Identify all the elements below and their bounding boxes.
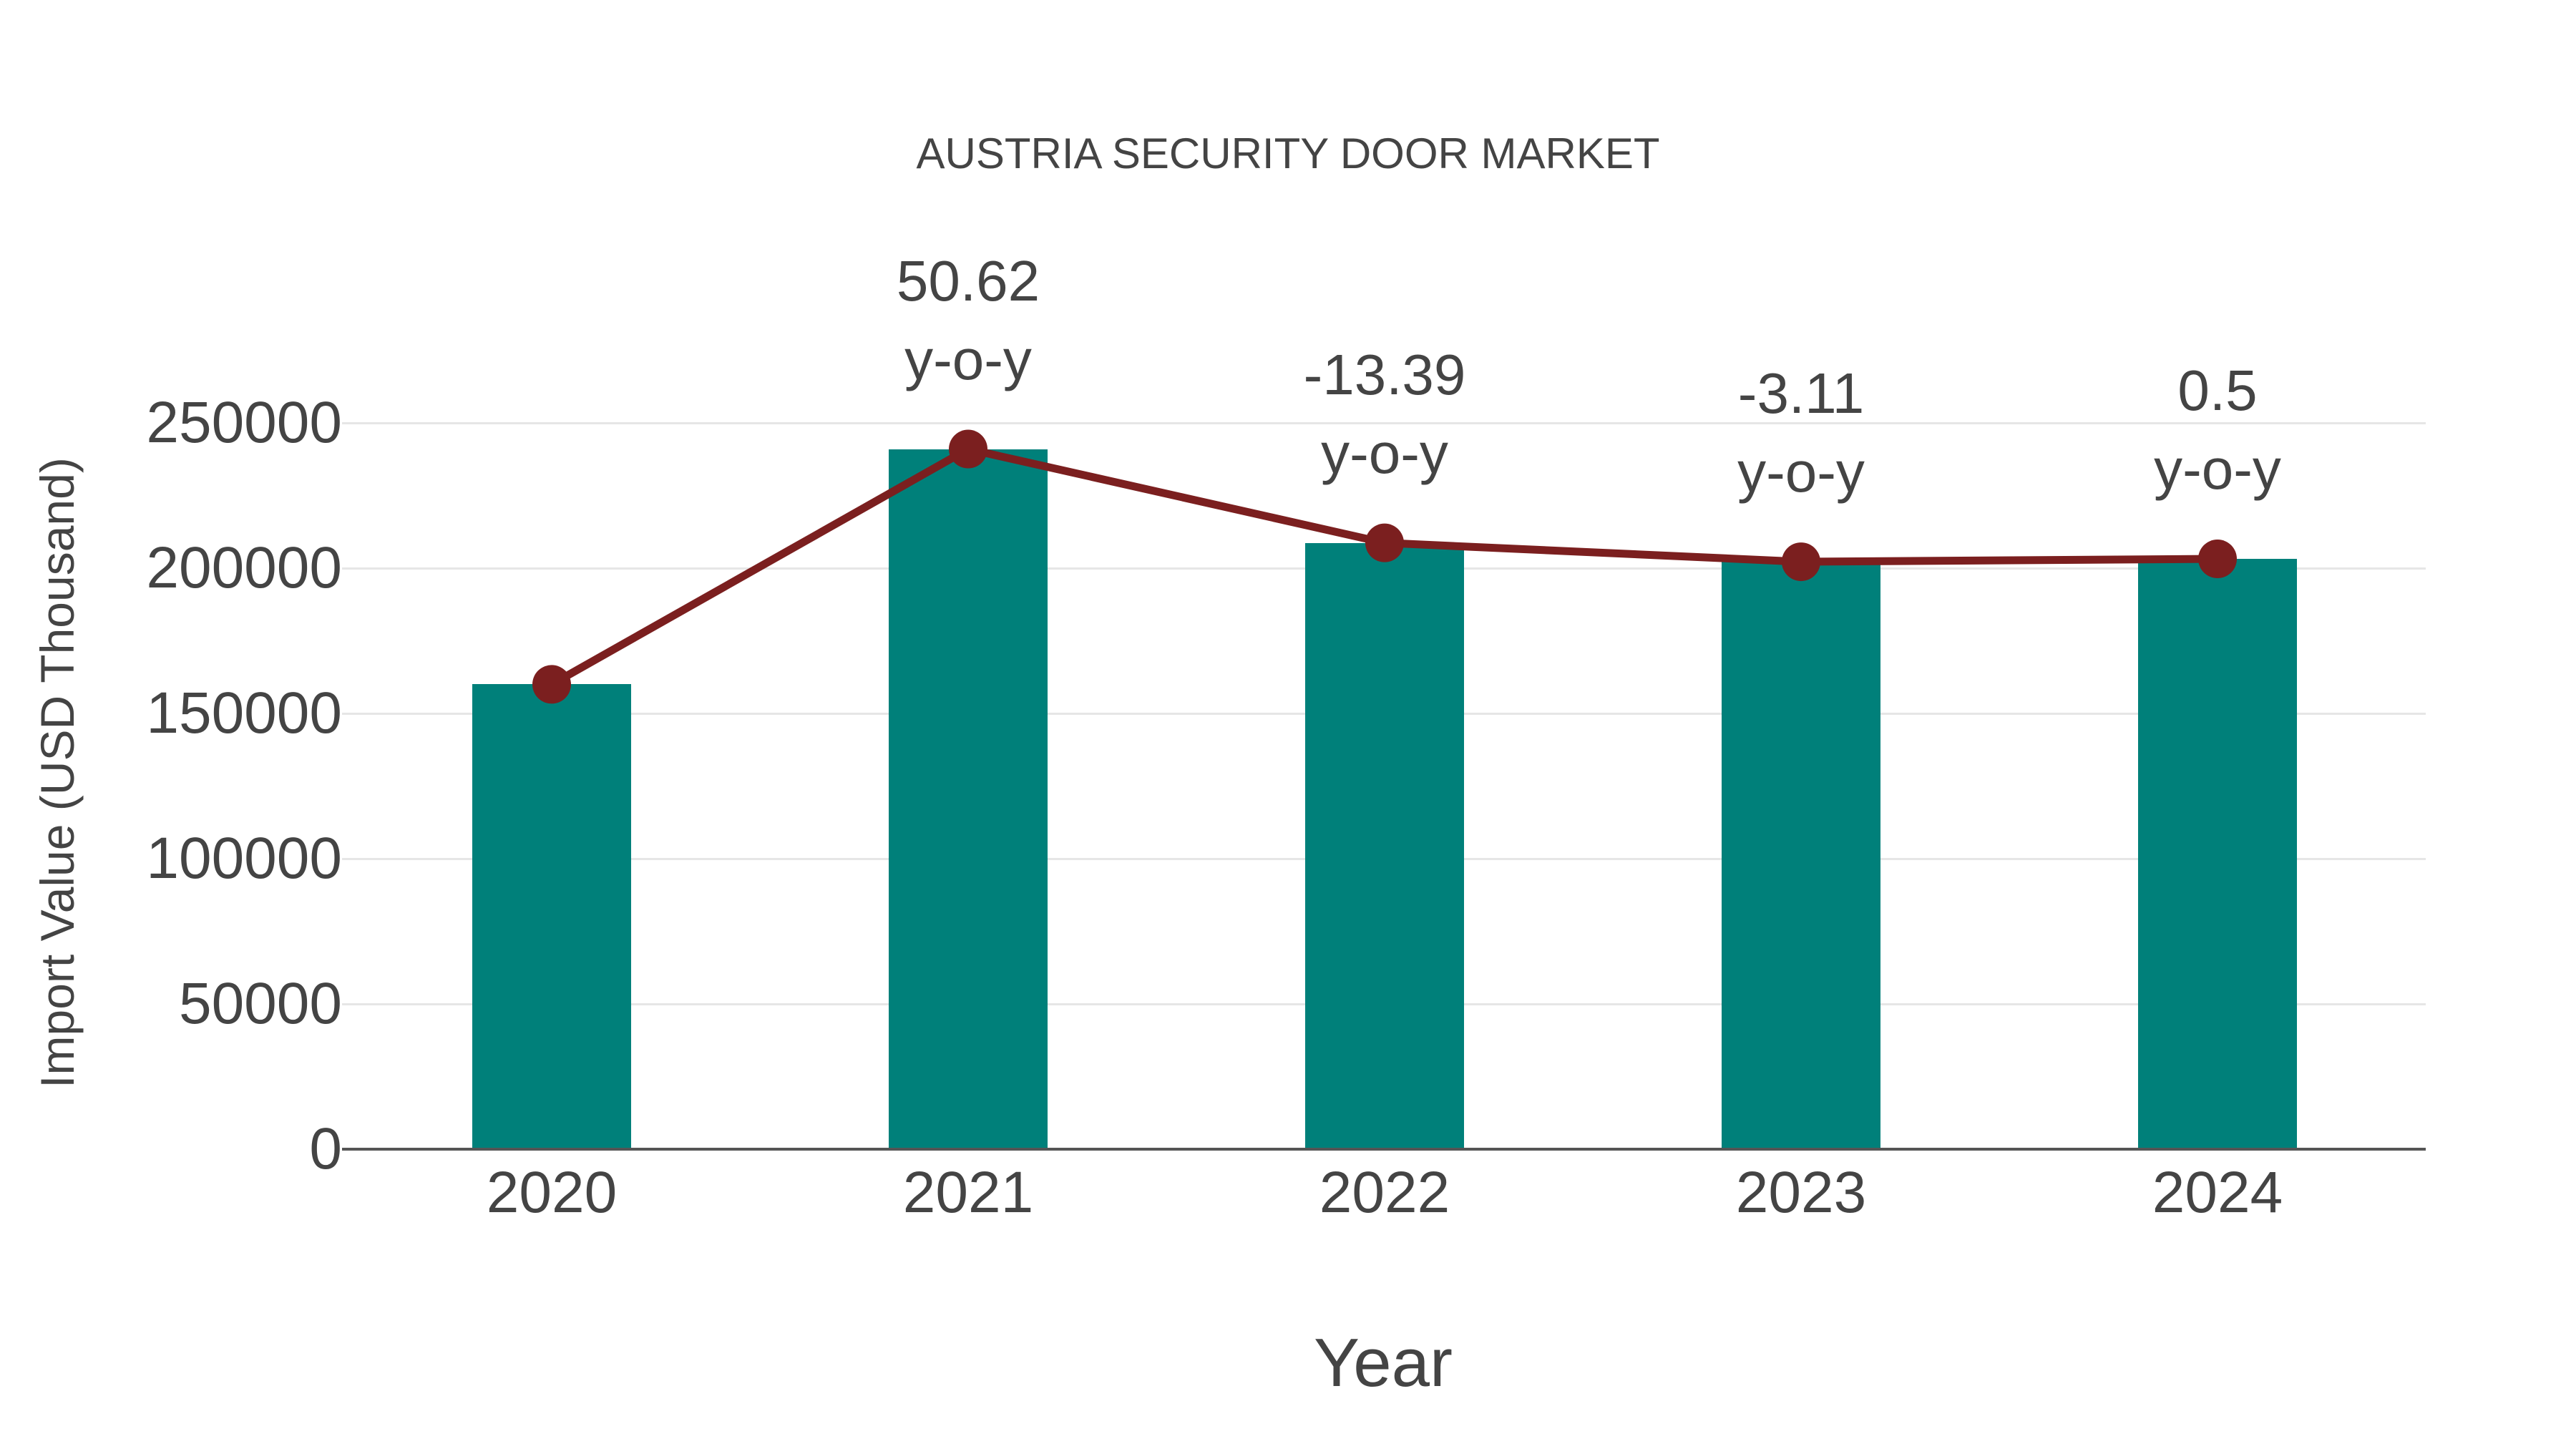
y-tick-label: 0 — [309, 1116, 342, 1181]
yoy-value: -13.39 — [1303, 342, 1466, 406]
x-axis-line — [342, 1148, 2426, 1151]
yoy-suffix: y-o-y — [904, 327, 1032, 391]
yoy-suffix: y-o-y — [1321, 421, 1448, 485]
x-tick-label: 2022 — [1319, 1160, 1450, 1225]
yoy-suffix: y-o-y — [1737, 440, 1865, 504]
x-tick-label: 2020 — [486, 1160, 618, 1225]
yoy-annotation: 50.62 y-o-y — [897, 242, 1040, 399]
y-tick-label: 250000 — [146, 390, 342, 455]
y-tick-label: 200000 — [146, 535, 342, 600]
y-tick-label: 150000 — [146, 680, 342, 746]
y-tick-label: 50000 — [178, 971, 342, 1036]
bar-2022[interactable] — [1305, 542, 1464, 1149]
trend-marker[interactable] — [1782, 542, 1820, 582]
x-axis-label: Year — [1314, 1324, 1453, 1401]
gridline — [342, 422, 2426, 424]
yoy-annotation: -3.11 y-o-y — [1737, 354, 1865, 512]
yoy-value: -3.11 — [1737, 361, 1865, 426]
trend-marker[interactable] — [949, 429, 987, 469]
y-tick-label: 100000 — [146, 826, 342, 891]
x-tick-label: 2023 — [1735, 1160, 1867, 1225]
trend-marker[interactable] — [532, 665, 571, 704]
x-tick-label: 2021 — [902, 1160, 1034, 1225]
trend-marker[interactable] — [1365, 523, 1404, 562]
trend-marker[interactable] — [2198, 540, 2237, 579]
yoy-value: 0.5 — [2177, 358, 2258, 422]
bar-2023[interactable] — [1722, 562, 1880, 1149]
yoy-annotation: 0.5 y-o-y — [2154, 351, 2281, 509]
yoy-annotation: -13.39 y-o-y — [1304, 336, 1466, 493]
yoy-value: 50.62 — [896, 248, 1040, 313]
bar-2024[interactable] — [2138, 559, 2297, 1149]
bar-2021[interactable] — [889, 449, 1048, 1149]
x-tick-label: 2024 — [2152, 1160, 2283, 1225]
bar-2020[interactable] — [472, 684, 631, 1149]
chart-title: AUSTRIA SECURITY DOOR MARKET — [916, 130, 1660, 177]
yoy-suffix: y-o-y — [2154, 437, 2281, 501]
